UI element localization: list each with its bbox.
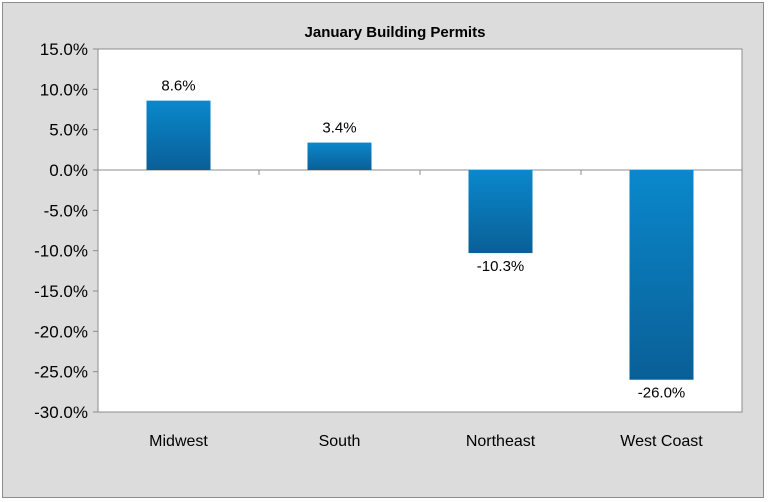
y-tick-label: -5.0% bbox=[44, 201, 88, 220]
y-tick-label: -15.0% bbox=[34, 282, 88, 301]
bar-midwest bbox=[146, 100, 211, 170]
y-tick-label: -20.0% bbox=[34, 322, 88, 341]
y-tick-label: 15.0% bbox=[40, 40, 88, 59]
bar-northeast bbox=[468, 170, 533, 254]
chart-title: January Building Permits bbox=[305, 24, 486, 41]
data-label: 8.6% bbox=[161, 78, 195, 95]
category-label: Northeast bbox=[466, 433, 536, 450]
bar-west-coast bbox=[629, 170, 694, 380]
y-tick-label: 5.0% bbox=[49, 121, 88, 140]
category-label: Midwest bbox=[149, 433, 208, 450]
y-tick-label: -25.0% bbox=[34, 363, 88, 382]
y-tick-label: -30.0% bbox=[34, 403, 88, 422]
y-tick-label: -10.0% bbox=[34, 242, 88, 261]
data-label: -26.0% bbox=[638, 385, 686, 402]
bar-south bbox=[307, 142, 372, 170]
y-tick-label: 0.0% bbox=[49, 161, 88, 180]
data-label: 3.4% bbox=[322, 120, 356, 137]
bar-chart: January Building Permits 15.0% 10.0% 5.0% 0… bbox=[34, 24, 743, 450]
bars bbox=[146, 100, 694, 380]
data-label: -10.3% bbox=[477, 258, 525, 275]
category-label: South bbox=[319, 433, 361, 450]
y-tick-label: 10.0% bbox=[40, 80, 88, 99]
labels: 15.0% 10.0% 5.0% 0.0% -5.0% -10.0% -15.0% -20.0… bbox=[34, 40, 703, 450]
category-label: West Coast bbox=[620, 433, 703, 450]
